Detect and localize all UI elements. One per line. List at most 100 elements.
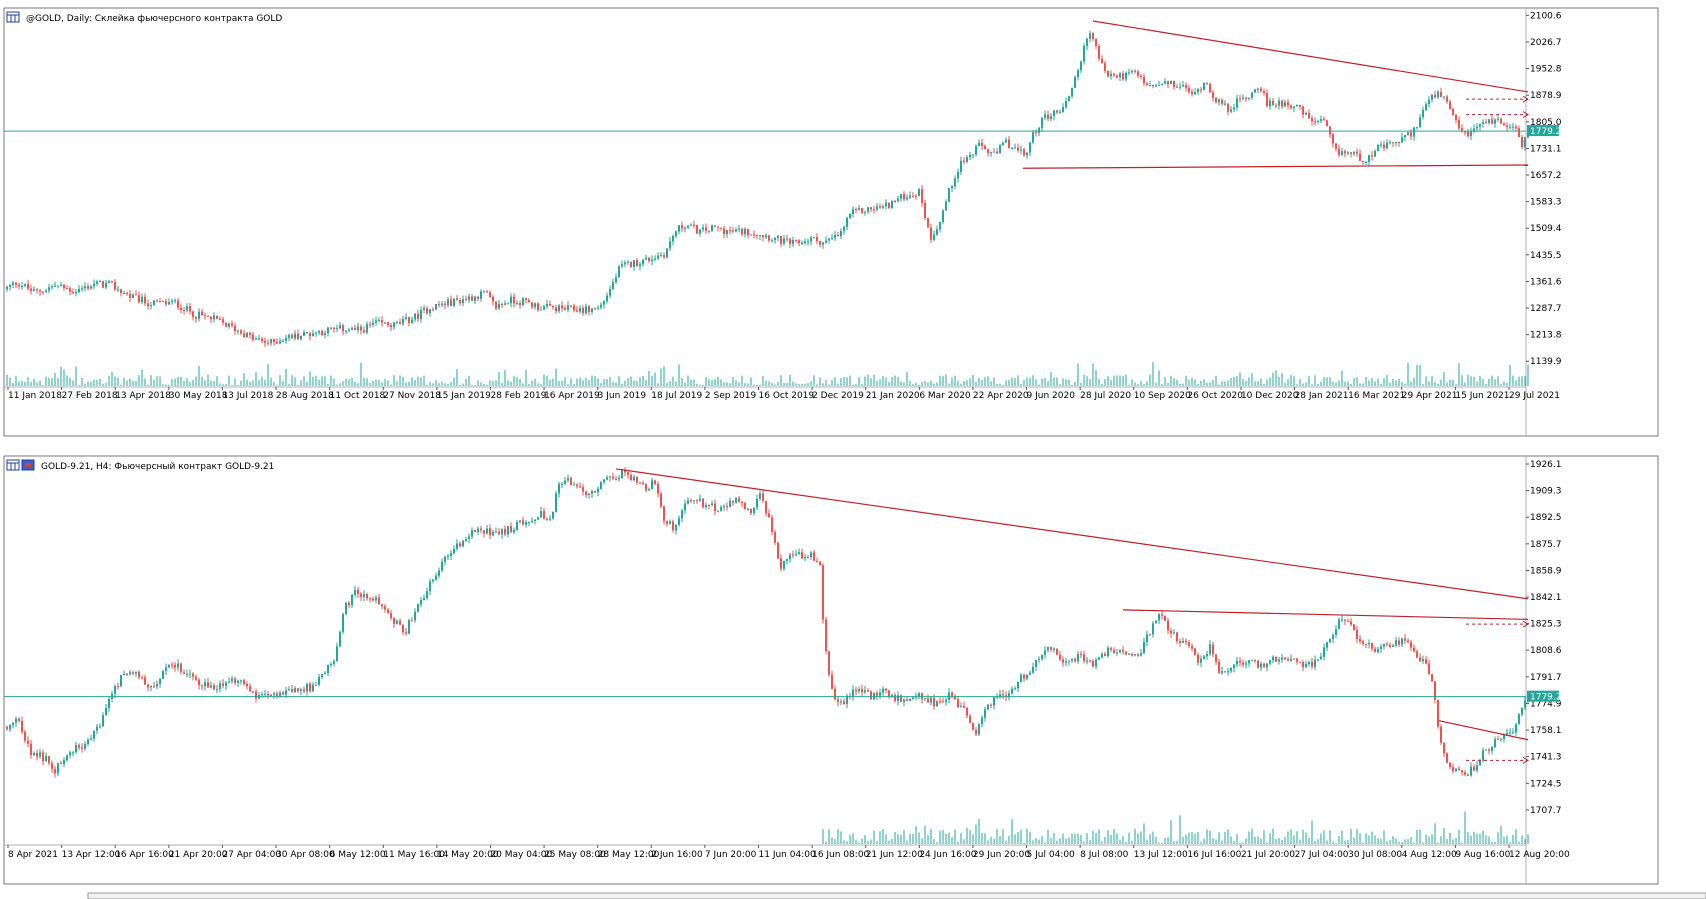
x-axis-label: 15 Jun 2021 xyxy=(1455,391,1509,401)
candle xyxy=(9,724,11,733)
candle xyxy=(348,600,350,609)
candle xyxy=(75,288,77,297)
candle xyxy=(750,508,752,515)
candle xyxy=(1467,773,1469,777)
candle xyxy=(216,315,218,320)
candle xyxy=(597,486,599,497)
candle xyxy=(669,519,671,525)
candle xyxy=(474,529,476,533)
candle xyxy=(1017,143,1019,153)
candle xyxy=(1437,699,1439,729)
candle xyxy=(630,472,632,481)
candle xyxy=(726,229,728,239)
candle xyxy=(690,498,692,504)
candle xyxy=(312,329,314,337)
candle xyxy=(792,236,794,248)
candle xyxy=(366,592,368,601)
daily-chart-title: @GOLD, Daily: Склейка фьючерсного контра… xyxy=(6,11,282,24)
candle xyxy=(294,686,296,694)
trendline[interactable] xyxy=(615,468,1529,600)
candle xyxy=(534,302,536,310)
candle xyxy=(327,664,329,677)
candle xyxy=(621,469,623,480)
candle xyxy=(456,539,458,552)
candle xyxy=(1095,657,1097,670)
candle xyxy=(1224,99,1226,106)
candle xyxy=(141,293,143,305)
x-axis-label: 28 Feb 2019 xyxy=(490,391,546,401)
candle xyxy=(1230,105,1232,114)
candle xyxy=(1512,728,1514,734)
x-axis-label: 16 Apr 16:00 xyxy=(115,850,174,860)
x-axis-label: 28 Jul 2020 xyxy=(1080,391,1131,401)
x-axis-label: 13 Jul 2018 xyxy=(222,391,273,401)
candle xyxy=(603,300,605,309)
candle xyxy=(390,322,392,332)
candle xyxy=(1308,109,1310,119)
candle xyxy=(825,616,827,655)
daily-chart-panel[interactable]: 2100.6 2026.7 1952.8 1878.9 1805.0 1731.1 1657… xyxy=(3,7,1659,437)
candle xyxy=(225,322,227,328)
candle xyxy=(123,290,125,295)
candle xyxy=(984,144,986,150)
candle xyxy=(1008,690,1010,701)
candle xyxy=(792,550,794,559)
y-axis-label: 1909.3 xyxy=(1530,487,1562,497)
candle xyxy=(900,694,902,703)
candle xyxy=(1200,655,1202,667)
candle xyxy=(429,578,431,596)
candle xyxy=(303,329,305,336)
candle xyxy=(1428,659,1430,675)
candle xyxy=(1293,658,1295,660)
candle xyxy=(405,313,407,321)
candle xyxy=(627,259,629,266)
candle xyxy=(1011,147,1013,150)
candle xyxy=(1047,110,1049,122)
trendline[interactable] xyxy=(1092,20,1529,93)
candle xyxy=(732,227,734,233)
candle xyxy=(576,306,578,313)
candle xyxy=(129,669,131,676)
candle xyxy=(774,529,776,546)
candle xyxy=(507,526,509,538)
candle xyxy=(192,671,194,681)
candle xyxy=(660,252,662,257)
candle xyxy=(81,285,83,292)
candle xyxy=(423,305,425,314)
candle xyxy=(1152,84,1154,89)
candle xyxy=(264,337,266,347)
candle xyxy=(1431,673,1433,682)
candle xyxy=(441,301,443,308)
candle xyxy=(858,686,860,694)
candle xyxy=(342,323,344,336)
trendline[interactable] xyxy=(1438,720,1529,741)
y-axis-label: 2100.6 xyxy=(1530,11,1562,21)
trendline[interactable] xyxy=(1022,164,1529,169)
candle xyxy=(408,316,410,327)
candle xyxy=(645,254,647,260)
candle xyxy=(468,293,470,304)
candle xyxy=(189,669,191,678)
y-axis-label: 1435.5 xyxy=(1530,251,1562,261)
candle xyxy=(78,743,80,751)
trendline[interactable] xyxy=(1122,609,1529,620)
candle xyxy=(1257,87,1259,94)
candle xyxy=(360,591,362,602)
candle xyxy=(318,330,320,336)
candle xyxy=(663,505,665,525)
candle xyxy=(1422,106,1424,120)
candle xyxy=(1203,655,1205,660)
candle xyxy=(1263,88,1265,96)
candle xyxy=(1170,80,1172,85)
candle xyxy=(6,285,8,292)
candle xyxy=(105,279,107,290)
h4-chart-panel[interactable]: 1926.1 1909.3 1892.5 1875.7 1858.9 1842.1 1825… xyxy=(3,455,1659,885)
candle xyxy=(879,203,881,209)
candle xyxy=(1233,664,1235,673)
bottom-scrollbar[interactable] xyxy=(87,892,1706,899)
candle xyxy=(249,683,251,692)
candle xyxy=(132,293,134,299)
candle xyxy=(786,234,788,242)
x-axis-label: 16 Jun 08:00 xyxy=(812,850,869,860)
candle xyxy=(288,333,290,342)
